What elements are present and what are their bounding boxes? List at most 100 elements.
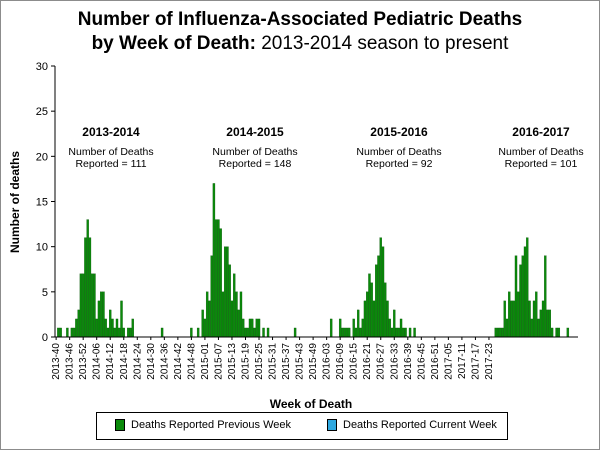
bar [129,327,132,338]
bar [93,273,96,338]
chart-title-line1: Number of Influenza-Associated Pediatric… [77,9,523,30]
y-tick-label: 15 [36,197,48,209]
bar [517,291,520,338]
bar [399,318,403,338]
bar [338,318,342,338]
bar [388,318,391,338]
bar [550,327,554,338]
bar [375,264,378,338]
bar [404,327,407,338]
x-tick-label: 2017-23 [484,343,495,380]
legend-label-current: Deaths Reported Current Week [343,419,497,431]
bar [347,327,351,338]
x-tick-label: 2014-12 [105,343,116,380]
bar [372,300,376,338]
bar [345,327,349,338]
x-tick-label: 2015-07 [213,343,224,380]
bar [95,318,98,338]
bar [508,291,511,338]
bar [521,255,524,338]
bar [539,309,542,338]
season-count-line1: Number of Deaths [498,146,583,158]
chart-title-line2-normal: 2013-2014 season to present [255,33,509,54]
x-tick-label: 2013-46 [65,343,76,380]
x-tick-label: 2014-36 [159,343,170,380]
x-tick-label: 2016-33 [389,343,400,380]
bar [505,318,509,338]
bar [557,327,561,338]
bar [242,318,245,338]
bar [86,219,89,338]
bar [66,327,69,338]
x-tick-label: 2015-31 [268,343,279,380]
bar [341,327,344,338]
x-tick-label: 2014-48 [186,343,197,380]
bar [72,327,76,338]
bar [97,300,101,338]
bar [190,327,193,338]
bar [408,327,412,338]
bar [532,300,536,338]
bar [212,183,216,338]
bar [510,300,513,338]
x-tick-label: 2014-30 [146,343,157,380]
x-tick-label: 2015-19 [240,343,251,380]
legend-item-current: Deaths Reported Current Week [327,419,497,431]
bar [293,327,297,338]
bar [70,327,74,338]
bar [109,309,112,338]
bar [251,318,254,338]
x-tick-label: 2015-01 [200,343,211,380]
x-tick-label: 2016-27 [376,343,387,380]
bar [57,327,60,338]
chart-title-line2-bold: by Week of Death: [91,33,256,54]
bar [496,327,500,338]
bar [233,273,236,338]
x-tick-label: 2016-03 [322,343,333,380]
bar [381,246,385,338]
bar [514,255,518,338]
bar [555,327,558,338]
bar [384,282,387,338]
bar [530,318,533,338]
bar [512,300,515,338]
bar [196,327,200,338]
y-tick-label: 30 [36,61,48,73]
bar [219,228,222,338]
x-axis-label: Week of Death [270,397,352,411]
bar [544,255,547,338]
bar [235,291,238,338]
bar [523,246,527,338]
bar [352,318,355,338]
x-tick-label: 2016-15 [349,343,360,380]
legend: Deaths Reported Previous Week Deaths Rep… [96,412,508,440]
bar [75,318,78,338]
x-tick-label: 2014-06 [92,343,103,380]
bar [494,327,497,338]
bar [79,273,83,338]
bar [239,291,243,338]
bar [127,327,130,338]
bars-group [57,183,570,338]
y-tick-label: 10 [36,242,48,254]
bar [203,318,207,338]
x-tick-label: 2016-39 [403,343,414,380]
season-label: 2015-2016 [370,125,428,139]
bar [88,237,92,338]
bar [221,291,225,338]
season-label: 2013-2014 [82,125,140,139]
x-tick-label: 2013-40 [51,343,62,380]
season-count-line1: Number of Deaths [68,146,153,158]
bar [59,327,62,338]
y-tick-label: 0 [42,332,48,344]
bar [81,273,85,338]
bar [379,237,382,338]
bar [224,246,227,338]
x-tick-label: 2015-25 [254,343,265,380]
bar [131,318,134,338]
x-tick-label: 2016-45 [416,343,427,380]
bar [244,327,247,338]
